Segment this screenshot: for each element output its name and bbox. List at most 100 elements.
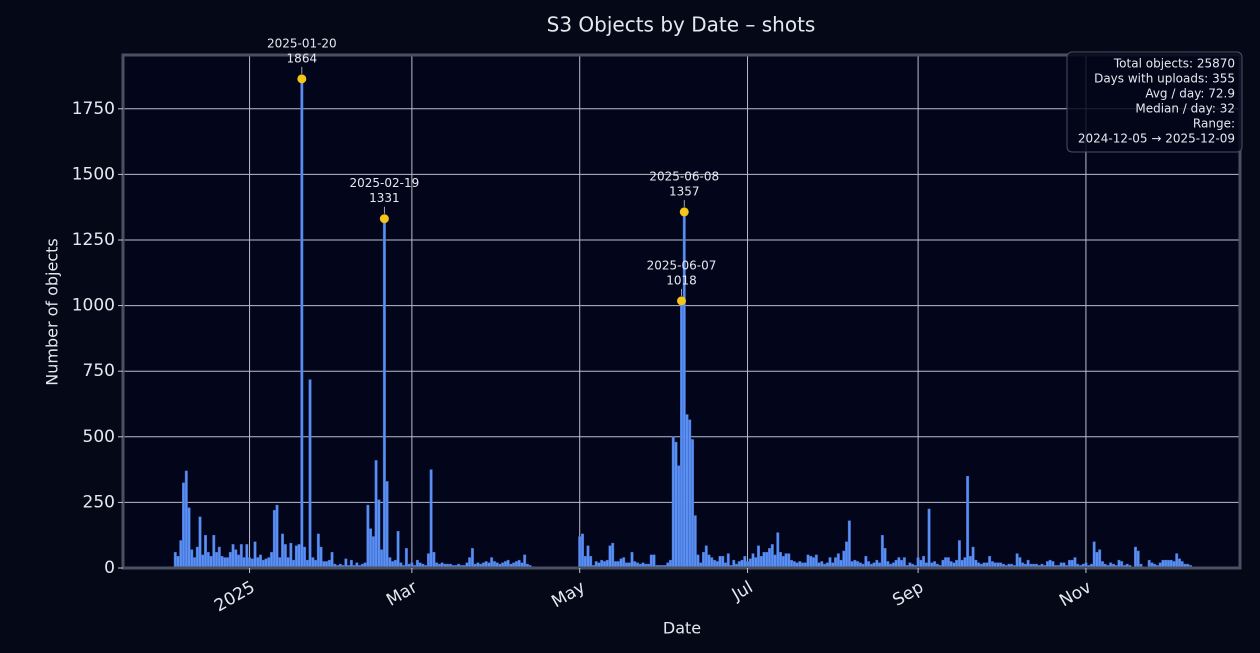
bar [198, 516, 202, 569]
bar [828, 557, 832, 569]
y-tick-label: 1500 [72, 164, 115, 184]
bar [721, 555, 725, 569]
bar [380, 549, 384, 569]
y-tick-label: 750 [83, 361, 115, 381]
bar [685, 414, 689, 569]
bar [1098, 549, 1102, 569]
bar [578, 536, 582, 569]
bar [1018, 557, 1022, 569]
bar [773, 554, 777, 569]
plot-frame [121, 53, 1242, 570]
bar [809, 555, 813, 569]
grid [123, 55, 1240, 569]
bar [762, 552, 766, 569]
bar [388, 557, 392, 569]
bar [283, 544, 287, 569]
bar [187, 507, 191, 569]
bar [396, 531, 400, 569]
bar [776, 532, 780, 569]
bar [311, 557, 315, 569]
bar [289, 542, 293, 569]
y-axis-label: Number of objects [43, 238, 62, 386]
annotation-value: 1357 [669, 184, 700, 198]
stats-line: Range: [1193, 117, 1235, 131]
bar [581, 533, 584, 569]
bar [278, 557, 282, 569]
bar [927, 508, 931, 569]
stats-line: Median / day: 32 [1135, 102, 1235, 116]
bar [209, 555, 213, 569]
bar [864, 555, 868, 569]
stats-line: Days with uploads: 355 [1094, 72, 1235, 86]
bar [880, 534, 884, 569]
bar [242, 557, 246, 569]
bar [702, 552, 705, 569]
bar [404, 548, 408, 569]
bar [751, 553, 755, 569]
bar [812, 557, 815, 569]
bar [759, 555, 763, 569]
bar [182, 482, 185, 569]
annotation-value: 1864 [287, 51, 318, 65]
bar [275, 504, 279, 569]
bar [231, 544, 235, 569]
bar [781, 555, 785, 569]
bar [897, 557, 901, 569]
y-tick-label: 500 [83, 427, 115, 447]
bar [787, 553, 791, 569]
annotation-date: 2025-01-20 [267, 36, 337, 50]
bar [248, 557, 251, 569]
bar [239, 544, 243, 569]
bar [916, 557, 920, 569]
bar [1134, 546, 1137, 569]
bar [259, 554, 262, 569]
bar [1015, 553, 1019, 569]
bar [589, 555, 593, 569]
bar [784, 553, 788, 569]
stats-box [1066, 51, 1243, 153]
y-tick-label: 1000 [72, 296, 115, 316]
bar [710, 557, 714, 569]
bar [779, 552, 782, 569]
bar [316, 533, 320, 569]
bar [190, 549, 194, 569]
highlight-marker [677, 296, 686, 306]
bar [206, 552, 210, 569]
bar [253, 541, 257, 569]
bar [228, 552, 232, 569]
bar [1092, 541, 1096, 569]
bar [429, 469, 433, 569]
bar [369, 528, 373, 569]
bar [176, 555, 180, 569]
bar [330, 552, 334, 569]
bar [297, 544, 301, 569]
bar [757, 545, 760, 569]
bar [847, 520, 851, 569]
bar [768, 548, 771, 569]
bar [195, 546, 199, 569]
bar [1095, 552, 1099, 569]
bar [234, 549, 238, 569]
bar [468, 557, 472, 569]
bar [622, 557, 626, 569]
bar [630, 552, 634, 569]
stats-line: Avg / day: 72.9 [1145, 87, 1235, 101]
bar [652, 554, 656, 569]
stats-line: 2024-12-05 → 2025-12-09 [1078, 132, 1235, 146]
bar [586, 545, 590, 569]
bar [946, 557, 950, 569]
bar [834, 557, 838, 569]
bar [294, 545, 298, 569]
bar [957, 540, 961, 569]
bar [432, 552, 436, 569]
bar [696, 554, 700, 569]
bar [523, 554, 527, 569]
bar [743, 555, 747, 569]
bar [608, 545, 612, 569]
chart-title: S3 Objects by Date – shots [547, 13, 816, 37]
bar [270, 552, 274, 569]
bar [688, 419, 692, 569]
bar [267, 557, 271, 569]
bar [770, 544, 774, 569]
